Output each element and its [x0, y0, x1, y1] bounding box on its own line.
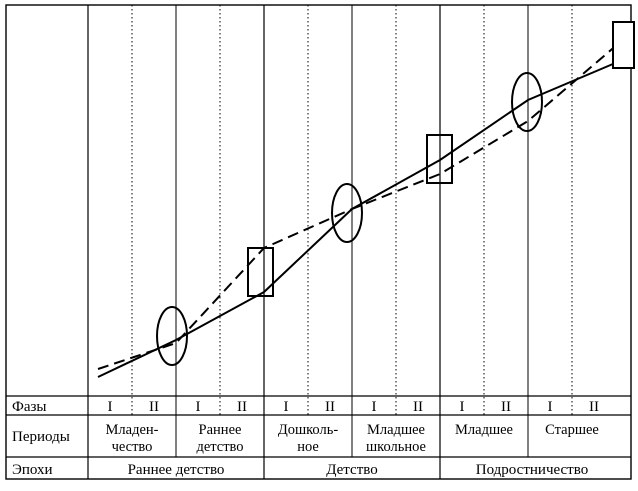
crisis-ellipse-1 [156, 306, 188, 366]
period-label: школьное [366, 439, 426, 455]
outer-frame [5, 4, 632, 480]
epoch-label: Раннее детство [128, 462, 225, 478]
crisis-rectangle-3 [612, 21, 635, 69]
phase-label: I [284, 399, 289, 415]
phase-label: I [460, 399, 465, 415]
crisis-ellipse-2 [331, 183, 363, 243]
periods-row-label: Периоды [12, 429, 70, 445]
crisis-ellipse-3 [511, 72, 543, 132]
phase-label: II [413, 399, 423, 415]
phase-label: I [548, 399, 553, 415]
period-label: Младен- [106, 422, 159, 438]
crisis-rectangle-1 [247, 247, 274, 297]
epoch-labels: Раннее детство Детство Подростничество [128, 462, 589, 478]
period-label: Раннее [199, 422, 242, 438]
epochs-row-label: Эпохи [12, 462, 53, 478]
phase-label: I [196, 399, 201, 415]
phase-label: II [501, 399, 511, 415]
period-label: детство [196, 439, 243, 455]
period-label: Младшее [367, 422, 425, 438]
period-label: Старшее [545, 422, 599, 438]
epoch-label: Подростничество [476, 462, 588, 478]
phase-label: I [108, 399, 113, 415]
phase-label: II [589, 399, 599, 415]
phase-label: I [372, 399, 377, 415]
phase-label: II [325, 399, 335, 415]
period-label: Дошколь- [278, 422, 339, 438]
epoch-label: Детство [326, 462, 378, 478]
period-label: Младшее [455, 422, 513, 438]
phase-label: II [149, 399, 159, 415]
crisis-rectangle-2 [426, 134, 453, 184]
development-line-dashed [97, 37, 626, 370]
period-labels: Младен- чество Раннее детство Дошколь- н… [106, 422, 599, 455]
phase-label: II [237, 399, 247, 415]
period-label: чество [112, 439, 153, 455]
phases-row-label: Фазы [12, 399, 47, 415]
phase-labels: I II I II I II I II I II I II [108, 399, 600, 415]
period-label: ное [297, 439, 319, 455]
